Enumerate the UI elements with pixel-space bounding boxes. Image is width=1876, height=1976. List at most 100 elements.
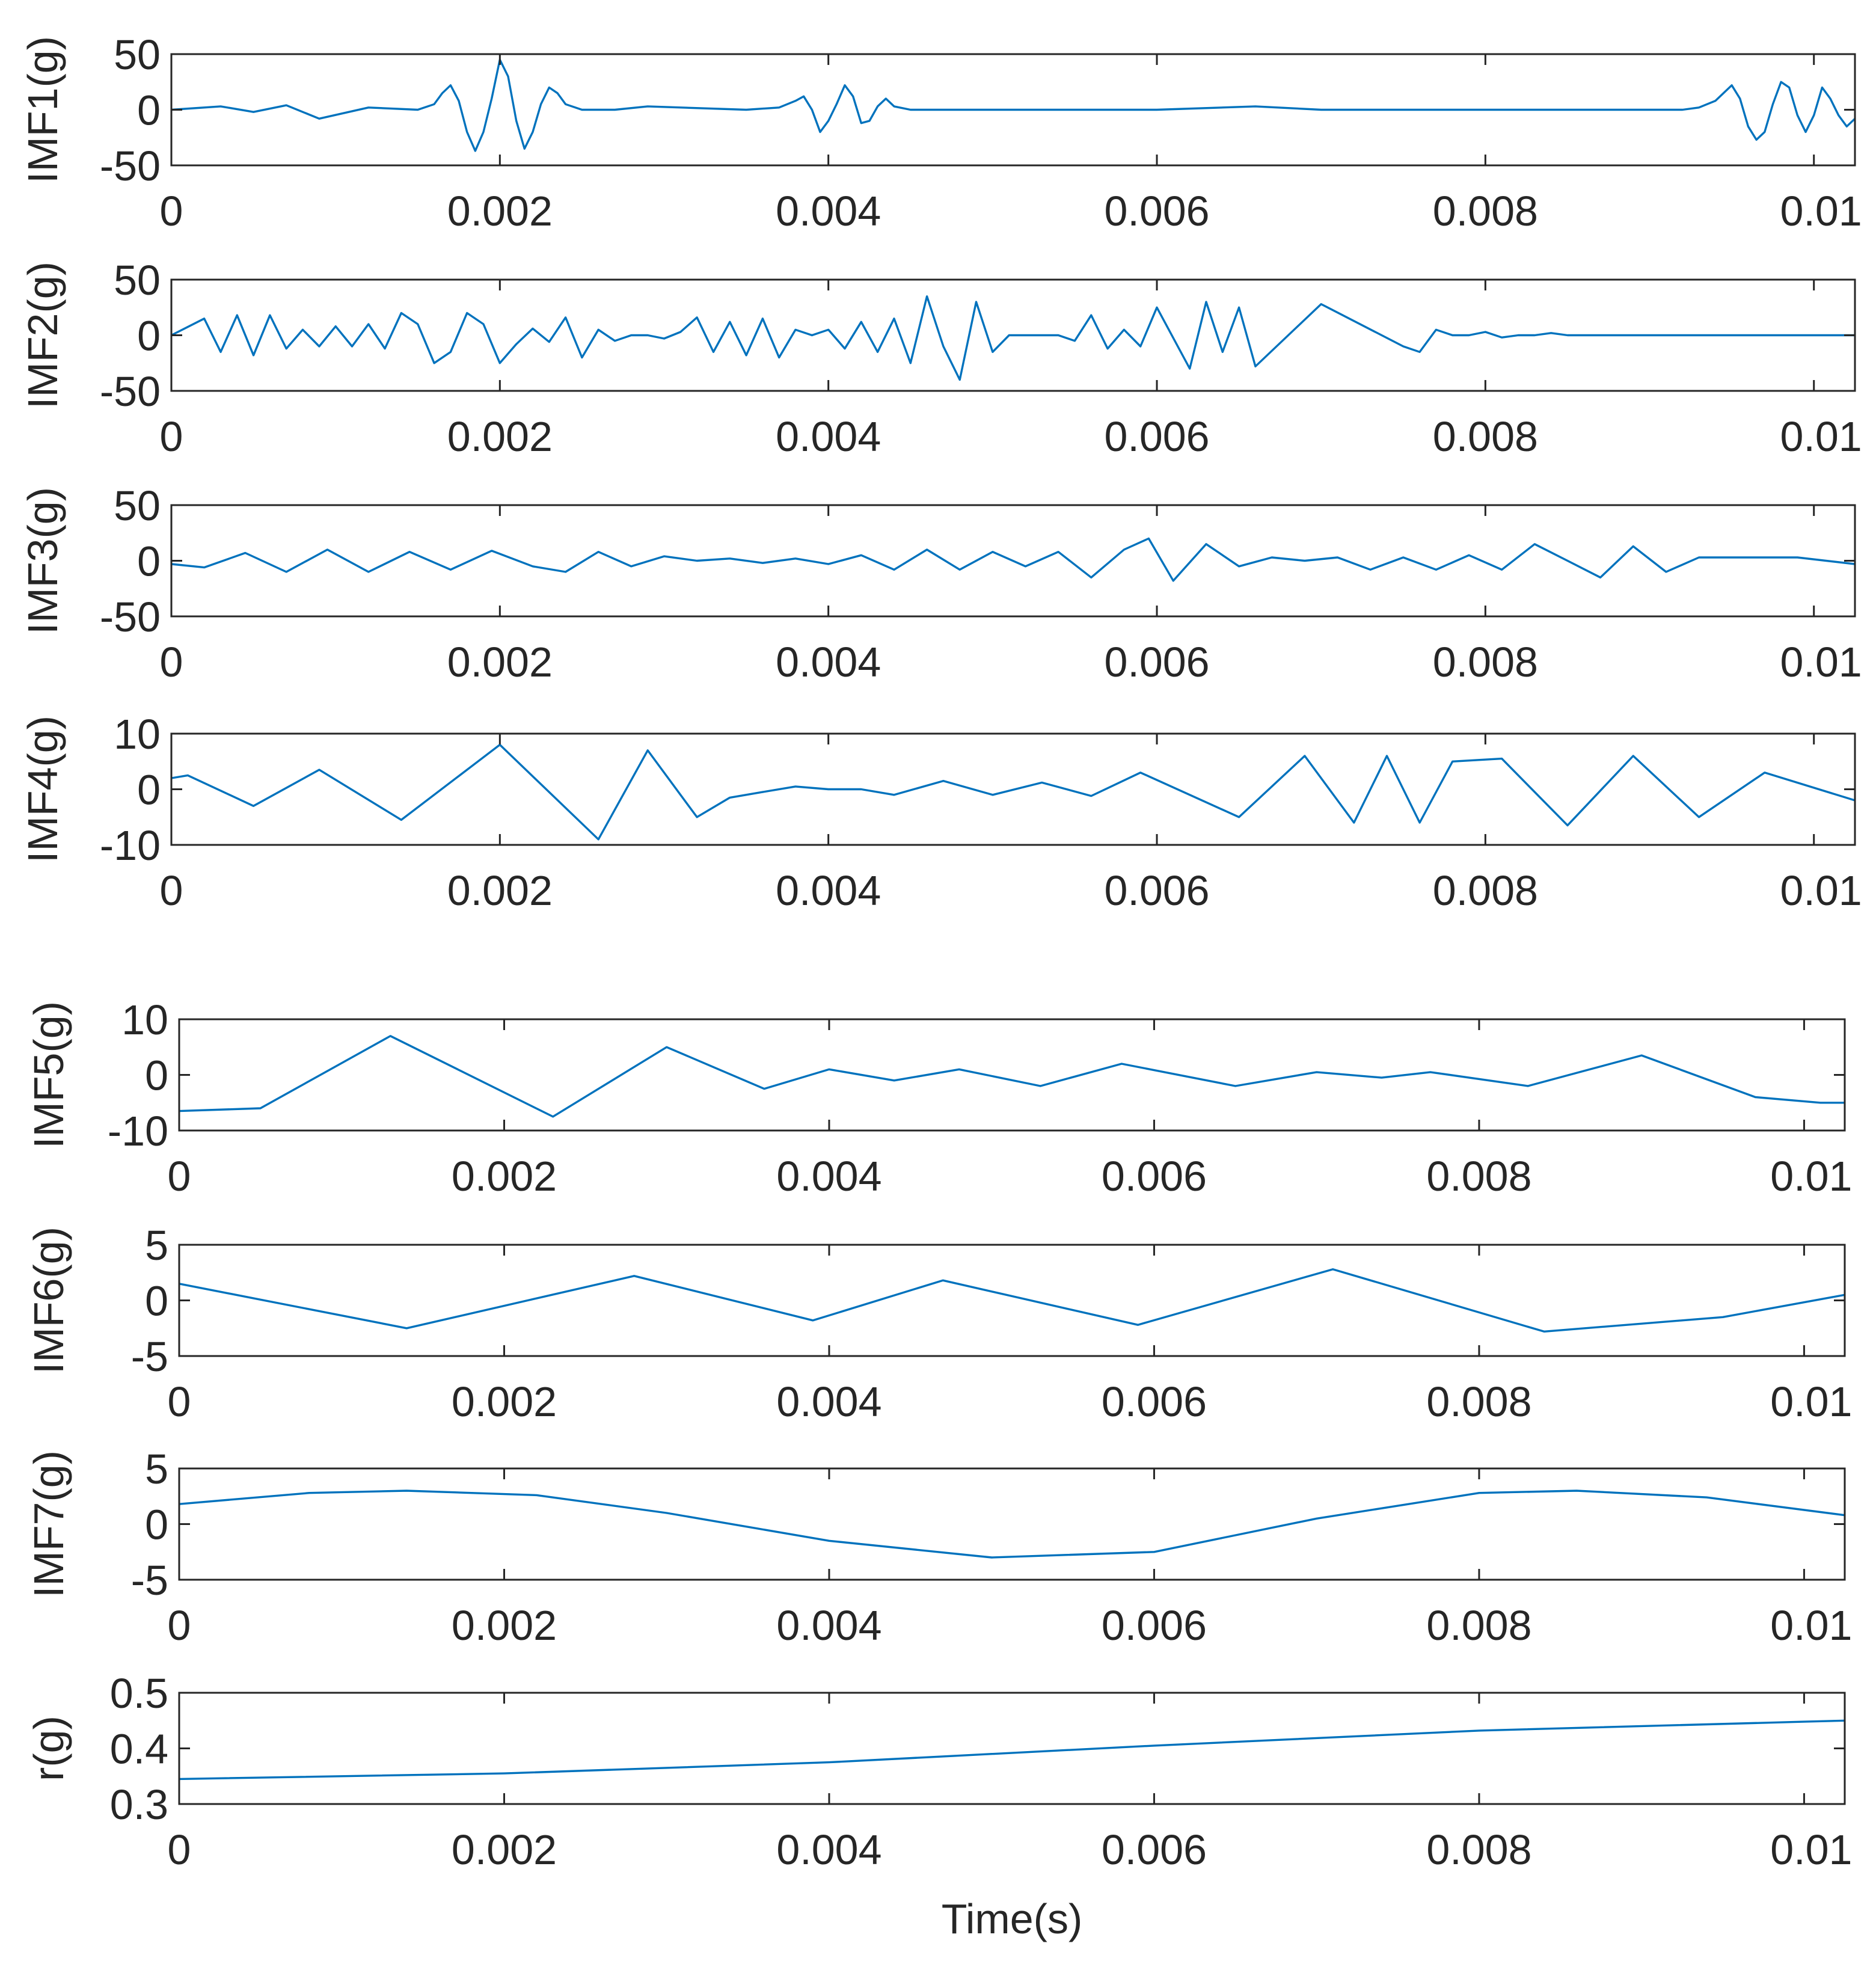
x-tick-label: 0.008 <box>1426 1153 1531 1200</box>
y-axis-label: IMF2(g) <box>19 262 66 409</box>
y-axis-label: IMF7(g) <box>25 1450 72 1598</box>
x-tick-label: 0.004 <box>776 1153 881 1200</box>
x-tick-label: 0.002 <box>447 188 553 235</box>
x-tick-label: 0.006 <box>1102 1826 1207 1873</box>
y-tick-label: 0.5 <box>110 1670 168 1717</box>
x-tick-label: 0.002 <box>447 639 553 686</box>
y-tick-label: 5 <box>145 1446 168 1493</box>
x-tick-label: 0.01 <box>1770 1153 1852 1200</box>
series-line-imf1 <box>171 58 1856 152</box>
x-tick-label: 0.006 <box>1104 867 1209 914</box>
x-tick-label: 0.002 <box>452 1826 557 1873</box>
y-tick-label: -5 <box>131 1557 168 1604</box>
x-tick-label: 0.004 <box>776 413 881 460</box>
x-tick-label: 0.006 <box>1102 1602 1207 1649</box>
x-tick-label: 0.008 <box>1426 1378 1531 1425</box>
y-axis-label: IMF3(g) <box>19 487 66 634</box>
x-tick-label: 0.006 <box>1104 188 1209 235</box>
y-tick-label: 0 <box>137 538 161 585</box>
y-tick-label: 0 <box>137 767 161 814</box>
y-tick-label: 0 <box>145 1278 168 1325</box>
x-tick-label: 0.004 <box>776 1826 881 1873</box>
y-tick-label: 0.4 <box>110 1726 168 1773</box>
x-tick-label: 0.01 <box>1770 1378 1852 1425</box>
y-tick-label: -50 <box>100 368 161 415</box>
y-tick-label: 50 <box>114 482 161 529</box>
y-tick-label: -5 <box>131 1333 168 1380</box>
y-tick-label: 0 <box>137 313 161 360</box>
y-tick-label: 0.3 <box>110 1781 168 1828</box>
x-tick-label: 0 <box>160 413 183 460</box>
x-tick-label: 0.004 <box>776 1378 881 1425</box>
y-tick-label: 50 <box>114 257 161 304</box>
x-tick-label: 0.008 <box>1433 188 1538 235</box>
y-tick-label: -50 <box>100 143 161 189</box>
x-tick-label: 0.006 <box>1102 1153 1207 1200</box>
x-tick-label: 0.01 <box>1780 413 1862 460</box>
y-tick-label: 10 <box>121 996 168 1043</box>
x-tick-label: 0.002 <box>452 1153 557 1200</box>
x-tick-label: 0 <box>168 1153 191 1200</box>
x-tick-label: 0.01 <box>1780 188 1862 235</box>
x-tick-label: 0 <box>160 188 183 235</box>
y-tick-label: 10 <box>114 711 161 758</box>
x-tick-label: 0.008 <box>1433 639 1538 686</box>
x-tick-label: 0.002 <box>452 1378 557 1425</box>
y-tick-label: -10 <box>100 822 161 869</box>
x-tick-label: 0.006 <box>1104 639 1209 686</box>
x-axis-label: Time(s) <box>942 1895 1083 1942</box>
y-tick-label: 0 <box>137 87 161 134</box>
y-tick-label: 0 <box>145 1052 168 1099</box>
x-tick-label: 0.004 <box>776 867 881 914</box>
x-tick-label: 0 <box>168 1826 191 1873</box>
y-axis-label: r(g) <box>25 1716 72 1781</box>
y-tick-label: 0 <box>145 1502 168 1548</box>
series-line-imf4 <box>171 743 1856 841</box>
y-tick-label: 50 <box>114 31 161 78</box>
series-line-imf7 <box>179 1490 1845 1559</box>
x-tick-label: 0.002 <box>447 867 553 914</box>
series-line-imf6 <box>179 1268 1845 1333</box>
x-tick-label: 0.01 <box>1780 867 1862 914</box>
x-tick-label: 0 <box>168 1378 191 1425</box>
x-tick-label: 0.004 <box>776 639 881 686</box>
y-tick-label: -50 <box>100 594 161 640</box>
x-tick-label: 0.008 <box>1433 413 1538 460</box>
y-tick-label: -10 <box>108 1108 168 1155</box>
x-tick-label: 0.01 <box>1770 1602 1852 1649</box>
y-axis-label: IMF1(g) <box>19 36 66 183</box>
x-tick-label: 0.002 <box>452 1602 557 1649</box>
x-tick-label: 0.008 <box>1426 1602 1531 1649</box>
x-tick-label: 0.008 <box>1426 1826 1531 1873</box>
x-tick-label: 0.004 <box>776 1602 881 1649</box>
y-axis-label: IMF6(g) <box>25 1227 72 1374</box>
series-line-imf3 <box>171 537 1856 582</box>
x-tick-label: 0.004 <box>776 188 881 235</box>
x-tick-label: 0.006 <box>1102 1378 1207 1425</box>
series-line-imf2 <box>171 295 1855 381</box>
x-tick-label: 0.002 <box>447 413 553 460</box>
x-tick-label: 0.006 <box>1104 413 1209 460</box>
x-tick-label: 0.008 <box>1433 867 1538 914</box>
y-tick-label: 5 <box>145 1222 168 1269</box>
y-axis-label: IMF4(g) <box>19 716 66 863</box>
x-tick-label: 0.01 <box>1770 1826 1852 1873</box>
series-line-imf5 <box>179 1035 1845 1118</box>
x-tick-label: 0 <box>160 867 183 914</box>
x-tick-label: 0 <box>168 1602 191 1649</box>
x-tick-label: 0 <box>160 639 183 686</box>
x-tick-label: 0.01 <box>1780 639 1862 686</box>
series-line-r <box>179 1719 1845 1781</box>
y-axis-label: IMF5(g) <box>25 1001 72 1149</box>
subplot-8: 0 0.002 0.004 0.006 0.008 0.01 0.5 0.4 0.3 r(g) Ti… <box>25 1670 1852 1942</box>
